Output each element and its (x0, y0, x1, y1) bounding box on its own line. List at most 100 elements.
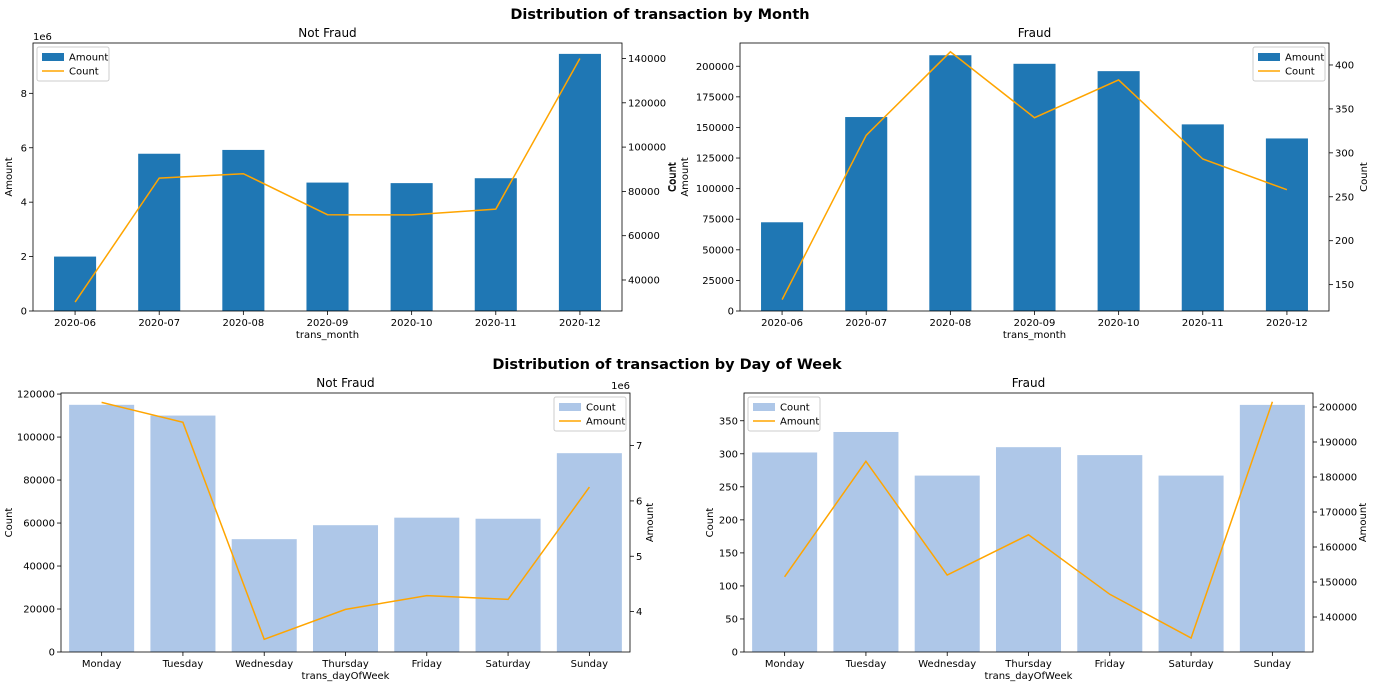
y-tick-label-left: 120000 (17, 390, 55, 401)
y-tick-label-right: 6 (636, 496, 642, 507)
legend-swatch (1258, 53, 1280, 61)
x-tick-label: 2020-12 (1266, 318, 1308, 329)
bar (1181, 124, 1224, 311)
x-tick-label: Wednesday (918, 659, 976, 670)
bar (1077, 455, 1143, 652)
bar (54, 256, 97, 311)
x-tick-label: 2020-09 (307, 318, 349, 329)
y-tick-label-right: 180000 (1319, 473, 1357, 484)
y-tick-label-right: 140000 (628, 54, 666, 65)
bar (929, 55, 972, 311)
bar (390, 183, 433, 311)
y-tick-label-left: 100 (719, 581, 738, 592)
bar (1239, 404, 1305, 652)
legend-label: Amount (586, 417, 625, 428)
y-tick-label-left: 175000 (696, 92, 734, 103)
x-tick-label: Tuesday (845, 659, 887, 670)
x-tick-label: Sunday (1254, 659, 1291, 670)
bar (995, 447, 1062, 652)
y-tick-label-left: 50000 (702, 245, 734, 256)
y-tick-label-left: 125000 (696, 154, 734, 165)
bar (231, 539, 297, 652)
legend-label: Amount (69, 53, 108, 64)
x-tick-label: 2020-08 (222, 318, 264, 329)
x-tick-label: Tuesday (162, 659, 204, 670)
y-tick-label-right: 160000 (1319, 543, 1357, 554)
legend-label: Count (780, 403, 810, 414)
subplot-title: Fraud (1018, 26, 1052, 40)
subplot-title: Not Fraud (298, 26, 356, 40)
legend-swatch (559, 403, 581, 411)
y-tick-label-right: 100000 (628, 143, 666, 154)
x-tick-label: 2020-06 (761, 318, 803, 329)
series-line (74, 58, 581, 303)
x-tick-label: Friday (1095, 659, 1125, 670)
y-tick-label-left: 200000 (696, 62, 734, 73)
y-tick-label-right: 150000 (1319, 578, 1357, 589)
x-tick-label: 2020-09 (1014, 318, 1056, 329)
series-line (101, 401, 591, 641)
y-axis-label-right: Amount (645, 503, 656, 542)
series-line (781, 50, 1288, 300)
legend-swatch (753, 403, 775, 411)
bar (1097, 71, 1140, 311)
bar (306, 182, 349, 311)
axis-offset-label: 1e6 (33, 32, 52, 43)
bar (138, 153, 181, 311)
x-tick-label: 2020-07 (138, 318, 180, 329)
x-axis-label: trans_dayOfWeek (302, 671, 390, 682)
x-tick-label: 2020-10 (1098, 318, 1140, 329)
y-tick-label-left: 80000 (23, 476, 55, 487)
y-tick-label-right: 300 (1335, 148, 1354, 159)
bar (845, 117, 888, 311)
y-axis-label-right: Count (1359, 162, 1370, 192)
y-tick-label-right: 200 (1335, 236, 1354, 247)
y-tick-label-right: 80000 (628, 187, 660, 198)
bar (474, 178, 517, 311)
y-tick-label-right: 250 (1335, 192, 1354, 203)
y-tick-label-right: 190000 (1319, 438, 1357, 449)
y-axis-label-right: Count (667, 162, 678, 192)
subplot-title: Fraud (1012, 376, 1046, 390)
bar (1265, 138, 1308, 311)
y-tick-label-left: 100000 (696, 184, 734, 195)
y-tick-label-right: 60000 (628, 231, 660, 242)
y-tick-label-right: 140000 (1319, 613, 1357, 624)
y-tick-label-left: 75000 (702, 215, 734, 226)
chart-month-fraud: Fraud 2020-06 2020-07 2020-08 2020-09 2020-10… (668, 26, 1370, 341)
y-tick-label-left: 150000 (696, 123, 734, 134)
y-axis-label-right: Amount (1358, 503, 1369, 542)
y-axis-label-left: Amount (680, 157, 691, 196)
y-tick-label-left: 50 (725, 614, 738, 625)
y-tick-label-right: 400 (1335, 60, 1354, 71)
bar (150, 415, 216, 652)
y-tick-label-left: 2 (21, 252, 27, 263)
x-tick-label: 2020-10 (391, 318, 433, 329)
y-tick-label-left: 60000 (23, 519, 55, 530)
legend-label: Amount (780, 417, 819, 428)
x-tick-label: Monday (765, 659, 805, 670)
x-tick-label: Saturday (486, 659, 531, 670)
y-tick-label-left: 150 (719, 548, 738, 559)
x-axis-label: trans_dayOfWeek (985, 671, 1073, 682)
y-tick-label-left: 100000 (17, 433, 55, 444)
suptitle-day-of-week: Distribution of transaction by Day of We… (492, 357, 842, 373)
y-tick-label-left: 350 (719, 416, 738, 427)
bar (752, 452, 818, 652)
x-tick-label: Friday (412, 659, 442, 670)
bar (1013, 63, 1056, 312)
x-tick-label: 2020-07 (845, 318, 887, 329)
y-tick-label-left: 300 (719, 449, 738, 460)
y-axis-label-left: Count (668, 162, 679, 192)
y-tick-label-left: 0 (49, 648, 55, 659)
y-tick-label-left: 40000 (23, 562, 55, 573)
x-tick-label: Sunday (571, 659, 608, 670)
y-tick-label-right: 7 (636, 441, 642, 452)
y-axis-label-left: Count (705, 508, 716, 538)
y-tick-label-left: 250 (719, 482, 738, 493)
x-tick-label: 2020-11 (475, 318, 517, 329)
y-tick-label-right: 4 (636, 607, 642, 618)
y-tick-label-right: 40000 (628, 275, 660, 286)
